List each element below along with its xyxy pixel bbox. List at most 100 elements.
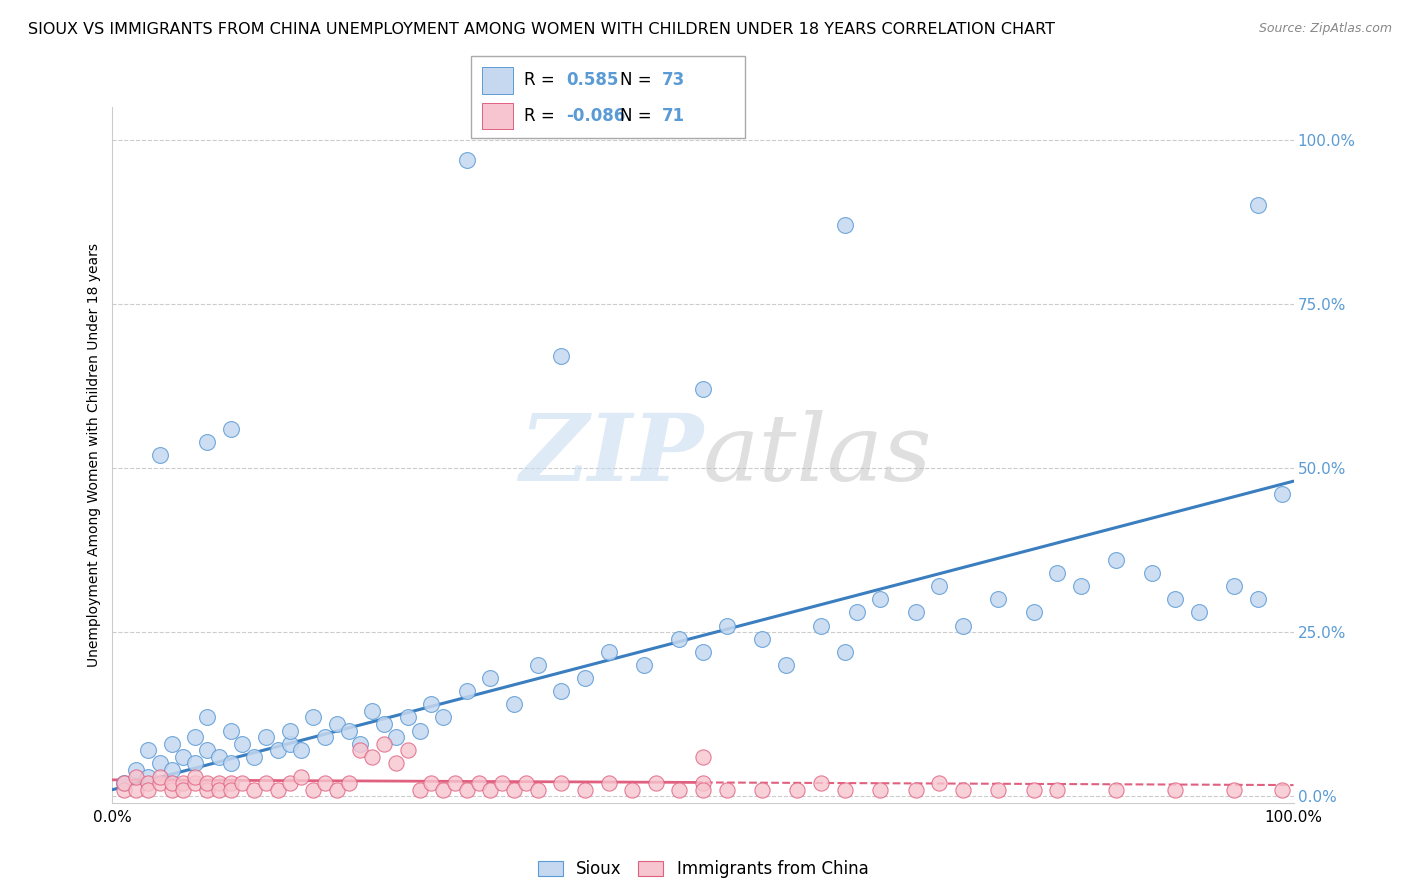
Point xyxy=(550,350,572,364)
Point xyxy=(337,776,360,790)
Point xyxy=(845,606,868,620)
Point xyxy=(456,782,478,797)
Point xyxy=(373,737,395,751)
Point xyxy=(1223,782,1246,797)
Point xyxy=(1188,606,1211,620)
Point xyxy=(302,710,325,724)
Text: -0.086: -0.086 xyxy=(567,107,626,125)
Point xyxy=(987,592,1010,607)
Point xyxy=(243,749,266,764)
Point xyxy=(149,756,172,771)
Point xyxy=(692,782,714,797)
Point xyxy=(526,782,548,797)
Point xyxy=(326,717,349,731)
Point xyxy=(810,618,832,632)
Point xyxy=(172,749,194,764)
Point xyxy=(834,782,856,797)
Text: R =: R = xyxy=(524,107,555,125)
Point xyxy=(231,737,253,751)
Point xyxy=(408,782,430,797)
Point xyxy=(1022,606,1045,620)
Text: ZIP: ZIP xyxy=(519,410,703,500)
Point xyxy=(195,434,218,449)
Point xyxy=(160,776,183,790)
Point xyxy=(254,776,277,790)
Point xyxy=(633,657,655,672)
Point xyxy=(621,782,644,797)
Point xyxy=(904,606,927,620)
Point xyxy=(195,743,218,757)
Point xyxy=(408,723,430,738)
Point xyxy=(396,743,419,757)
Point xyxy=(1247,592,1270,607)
Point xyxy=(928,776,950,790)
Point xyxy=(149,770,172,784)
Point xyxy=(208,749,231,764)
Y-axis label: Unemployment Among Women with Children Under 18 years: Unemployment Among Women with Children U… xyxy=(87,243,101,667)
Point xyxy=(432,782,454,797)
Point xyxy=(716,782,738,797)
Point xyxy=(278,776,301,790)
Point xyxy=(479,782,502,797)
Point xyxy=(550,776,572,790)
Point xyxy=(112,776,135,790)
Point xyxy=(869,592,891,607)
Point xyxy=(302,782,325,797)
Point xyxy=(136,776,159,790)
Point xyxy=(125,763,148,777)
Point xyxy=(385,756,408,771)
Point xyxy=(243,782,266,797)
Point xyxy=(1105,553,1128,567)
Point xyxy=(834,218,856,232)
Point xyxy=(420,776,443,790)
Point xyxy=(692,645,714,659)
Text: atlas: atlas xyxy=(703,410,932,500)
Point xyxy=(692,749,714,764)
Point xyxy=(716,618,738,632)
Text: 71: 71 xyxy=(662,107,685,125)
Point xyxy=(692,776,714,790)
Point xyxy=(125,770,148,784)
Point xyxy=(219,776,242,790)
Point xyxy=(278,723,301,738)
Point xyxy=(361,749,384,764)
Text: R =: R = xyxy=(524,71,555,89)
Point xyxy=(526,657,548,672)
Point xyxy=(1247,198,1270,212)
Point xyxy=(775,657,797,672)
Point xyxy=(515,776,537,790)
Point xyxy=(491,776,513,790)
Point xyxy=(125,782,148,797)
Point xyxy=(1046,566,1069,580)
Point xyxy=(503,698,526,712)
Point xyxy=(136,770,159,784)
Point xyxy=(290,743,312,757)
Point xyxy=(456,153,478,167)
Point xyxy=(112,776,135,790)
Point xyxy=(184,776,207,790)
Point xyxy=(928,579,950,593)
Point xyxy=(1022,782,1045,797)
Point xyxy=(1070,579,1092,593)
Point xyxy=(1046,782,1069,797)
Point xyxy=(373,717,395,731)
Point xyxy=(598,645,620,659)
Point xyxy=(231,776,253,790)
Point xyxy=(869,782,891,797)
Point xyxy=(385,730,408,744)
Point xyxy=(574,782,596,797)
Point xyxy=(444,776,467,790)
Point xyxy=(1105,782,1128,797)
Point xyxy=(195,776,218,790)
Point xyxy=(598,776,620,790)
Point xyxy=(326,782,349,797)
Point xyxy=(668,632,690,646)
Point xyxy=(420,698,443,712)
Point xyxy=(184,770,207,784)
Point xyxy=(136,743,159,757)
Legend: Sioux, Immigrants from China: Sioux, Immigrants from China xyxy=(531,854,875,885)
Point xyxy=(195,782,218,797)
Point xyxy=(904,782,927,797)
Point xyxy=(834,645,856,659)
Point xyxy=(810,776,832,790)
